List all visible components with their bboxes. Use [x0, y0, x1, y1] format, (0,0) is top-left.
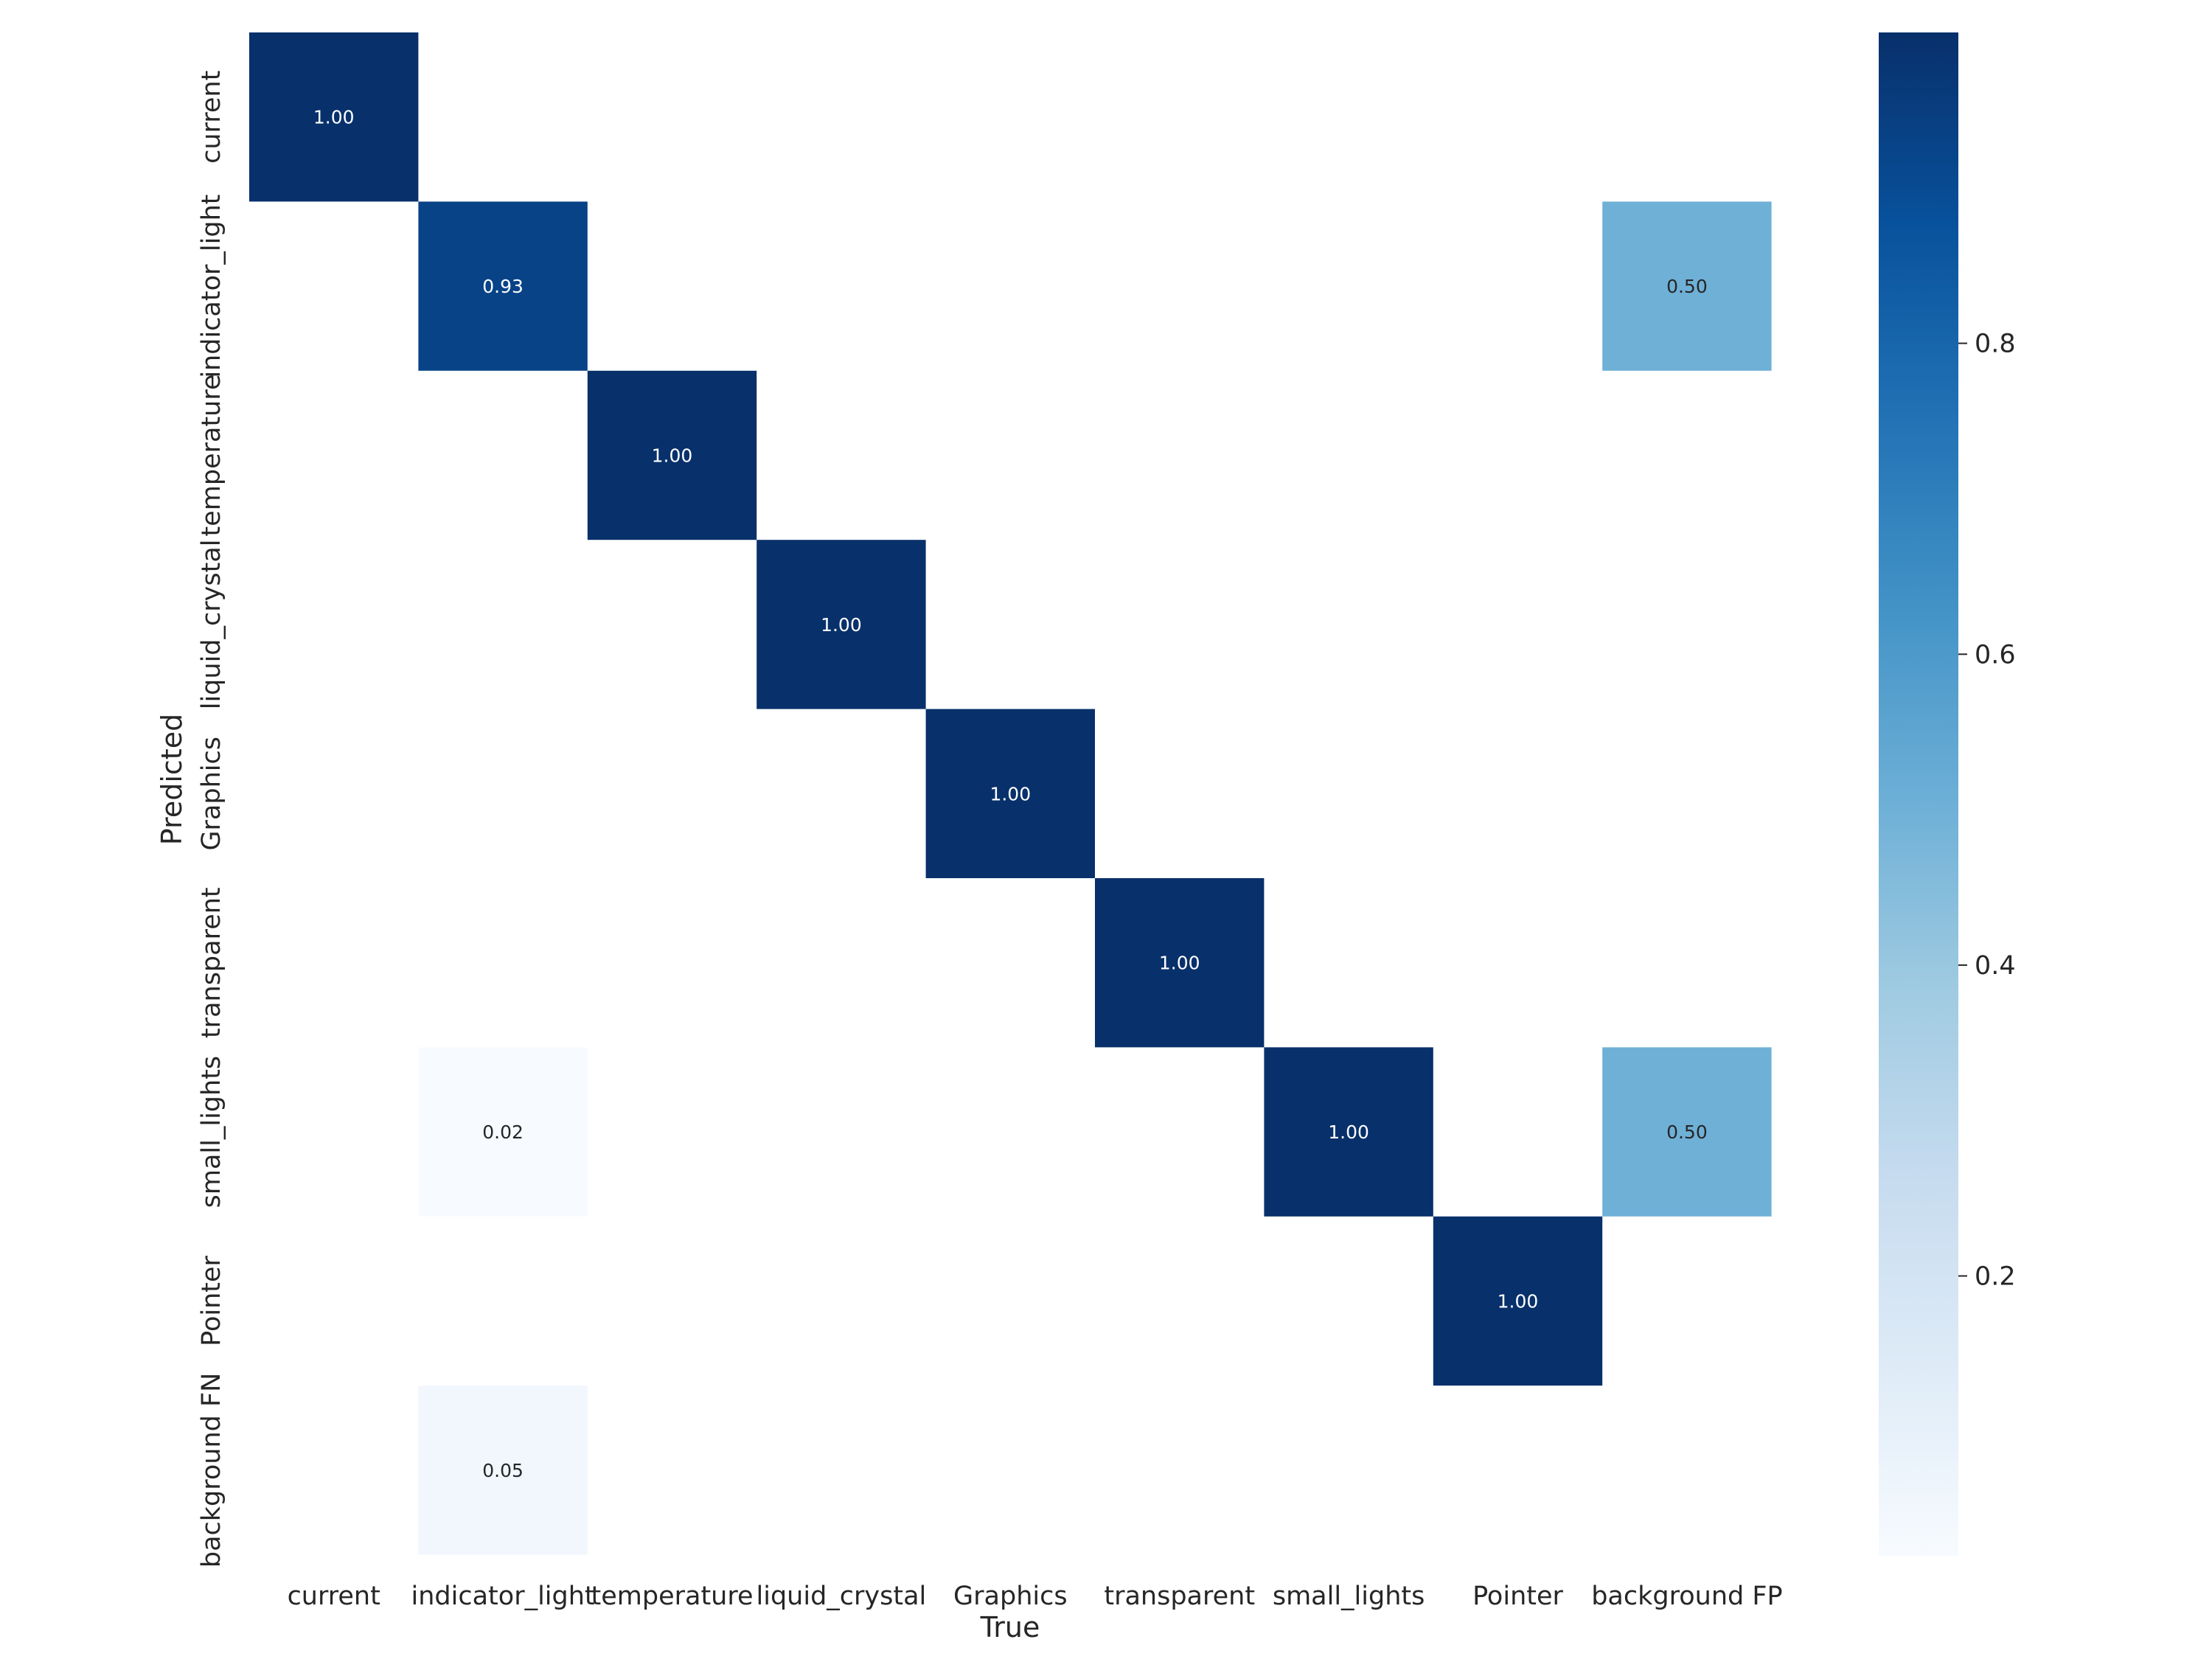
- y-tick-small-lights: small_lights: [197, 1056, 226, 1208]
- heatmap-cell: [1602, 201, 1772, 371]
- colorbar-gradient: [1879, 32, 1958, 1556]
- y-tick-transparent: transparent: [197, 887, 226, 1038]
- heatmap-cells: 1.00 0.93 0.50 1.00 1.00 1.00 1.00 0.02 1.00 0.50…: [249, 32, 1772, 1555]
- colorbar-tick-label: 0.6: [1975, 640, 2016, 669]
- colorbar-tick-label: 0.4: [1975, 951, 2016, 981]
- x-tick-graphics: Graphics: [953, 1582, 1068, 1611]
- cell-value-label: 1.00: [1498, 1291, 1539, 1312]
- heatmap-cell: [1095, 878, 1265, 1048]
- heatmap-cell: [587, 370, 757, 540]
- y-tick-liquid-crystal: liquid_crystal: [197, 540, 226, 710]
- x-tick-liquid-crystal: liquid_crystal: [757, 1582, 927, 1611]
- cell-value-label: 0.02: [482, 1121, 524, 1143]
- colorbar-ticks: 0.2 0.4 0.6 0.8: [1958, 330, 2016, 1292]
- x-tick-indicator-light: indicator_light: [411, 1582, 595, 1611]
- y-axis-title: Predicted: [156, 714, 188, 845]
- cell-value-label: 0.50: [1666, 276, 1708, 297]
- heatmap-cell: [418, 1385, 588, 1555]
- cell-value-label: 0.05: [482, 1460, 524, 1481]
- heatmap-cell: [1602, 1047, 1772, 1217]
- y-tick-background-fn: background FN: [197, 1373, 226, 1568]
- x-axis-title: True: [980, 1611, 1040, 1644]
- y-tick-graphics: Graphics: [197, 737, 226, 851]
- cell-value-label: 1.00: [652, 445, 693, 467]
- heatmap-cell: [757, 540, 926, 709]
- cell-value-label: 0.50: [1666, 1121, 1708, 1143]
- cell-value-label: 1.00: [990, 783, 1031, 804]
- x-tick-small-lights: small_lights: [1273, 1582, 1425, 1611]
- heatmap-cell: [418, 1047, 588, 1217]
- y-tick-current: current: [197, 71, 226, 164]
- x-tick-background-fp: background FP: [1591, 1582, 1782, 1611]
- cell-value-label: 1.00: [821, 614, 862, 636]
- x-tick-pointer: Pointer: [1472, 1582, 1563, 1611]
- heatmap-cell: [249, 32, 419, 202]
- heatmap-cell: [925, 709, 1095, 878]
- heatmap-cell: [1433, 1216, 1603, 1386]
- cell-value-label: 0.93: [482, 276, 524, 297]
- colorbar-tick-label: 0.8: [1975, 330, 2016, 359]
- y-tick-temperature: temperature: [197, 375, 226, 537]
- cell-value-label: 1.00: [313, 107, 355, 128]
- x-tick-transparent: transparent: [1104, 1582, 1255, 1611]
- x-tick-current: current: [288, 1582, 380, 1611]
- x-tick-temperature: temperature: [591, 1582, 754, 1611]
- heatmap-cell: [1264, 1047, 1433, 1217]
- y-tick-indicator-light: indicator_light: [197, 195, 226, 378]
- colorbar: 0.2 0.4 0.6 0.8: [1879, 32, 2016, 1556]
- y-tick-pointer: Pointer: [197, 1255, 226, 1346]
- heatmap-cell: [418, 201, 588, 371]
- cell-value-label: 1.00: [1328, 1121, 1369, 1143]
- colorbar-tick-label: 0.2: [1975, 1262, 2016, 1292]
- cell-value-label: 1.00: [1159, 953, 1200, 974]
